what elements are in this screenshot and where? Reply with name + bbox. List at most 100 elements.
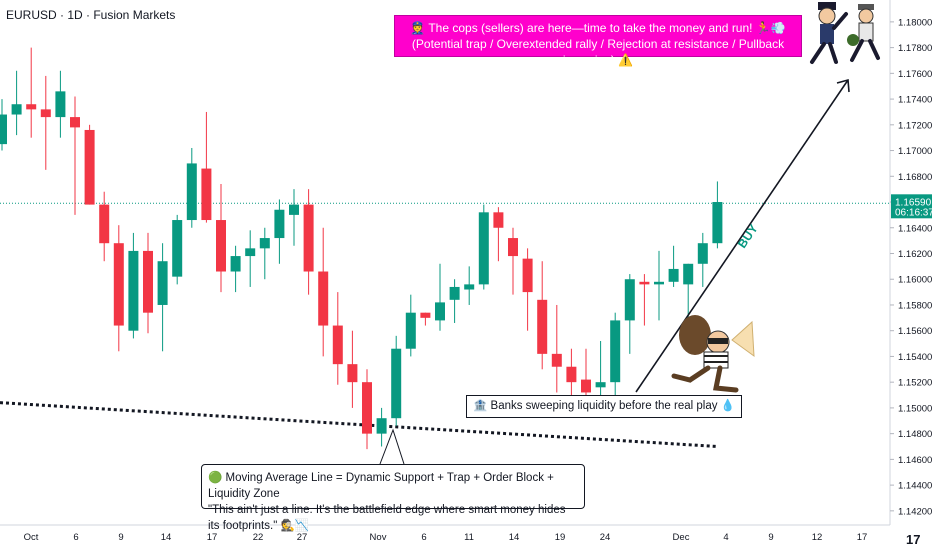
candle[interactable] [157, 243, 168, 352]
time-tick-label: 22 [253, 532, 264, 543]
tradingview-logo[interactable]: 17 [906, 532, 920, 547]
candle-body [551, 353, 562, 367]
candle[interactable] [318, 227, 329, 357]
current-price-tag [891, 194, 932, 219]
bar-countdown: 06:16:37 [895, 207, 932, 218]
time-tick-label: 14 [161, 532, 172, 543]
candle[interactable] [70, 96, 80, 215]
time-tick-label: 14 [509, 532, 520, 543]
candle-body [84, 129, 95, 205]
ma-annotation-line1: 🟢 Moving Average Line = Dynamic Support … [208, 472, 554, 500]
candle[interactable] [99, 191, 110, 262]
candle-body [508, 238, 518, 257]
candle-body [624, 279, 635, 321]
running-thief-illustration [847, 4, 880, 62]
price-tick-label: 1.16000 [898, 275, 932, 286]
candle[interactable] [595, 340, 606, 396]
cash-bag-icon [847, 34, 859, 46]
candle[interactable] [391, 335, 402, 426]
candle-body [391, 348, 402, 419]
candle-body [11, 104, 22, 115]
candle-body [318, 271, 329, 326]
candle-body [26, 104, 37, 110]
price-tick-label: 1.17600 [898, 69, 932, 80]
candle[interactable] [668, 245, 679, 287]
candle[interactable] [186, 147, 197, 228]
time-tick-label: 19 [555, 532, 566, 543]
candle[interactable] [113, 225, 124, 352]
price-tick-label: 1.15400 [898, 352, 932, 363]
candle[interactable] [464, 266, 475, 305]
candle-body [245, 248, 256, 257]
candle-body [493, 212, 504, 228]
candle[interactable] [654, 250, 664, 321]
banks-annotation: 🏦 Banks sweeping liquidity before the re… [466, 395, 742, 418]
candle[interactable] [303, 189, 314, 295]
candle[interactable] [712, 181, 723, 249]
time-tick-label: 27 [297, 532, 308, 543]
candle[interactable] [551, 304, 562, 393]
price-tick-label: 1.14400 [898, 481, 932, 492]
candle[interactable] [201, 111, 212, 223]
buy-arrow-line [635, 79, 849, 393]
price-tick-label: 1.17800 [898, 43, 932, 54]
candle[interactable] [245, 230, 256, 287]
police-officer-illustration [810, 2, 848, 64]
candle-body [157, 261, 168, 305]
candle[interactable] [522, 248, 533, 331]
price-tick-label: 1.18000 [898, 17, 932, 28]
candle[interactable] [216, 184, 226, 293]
candle[interactable] [449, 279, 460, 323]
candle[interactable] [478, 204, 489, 290]
moving-average-annotation: 🟢 Moving Average Line = Dynamic Support … [201, 464, 585, 532]
candle[interactable] [26, 47, 37, 138]
price-tick-label: 1.14800 [898, 429, 932, 440]
candle-body [420, 312, 431, 318]
time-tick-label: 24 [600, 532, 611, 543]
candle[interactable] [347, 330, 358, 408]
candle-body [712, 202, 723, 244]
candle[interactable] [639, 274, 650, 326]
candle-body [449, 286, 460, 300]
candle[interactable] [332, 292, 343, 385]
candle[interactable] [697, 232, 708, 287]
candle[interactable] [259, 227, 270, 280]
candle[interactable] [610, 312, 621, 398]
candle[interactable] [289, 189, 299, 246]
candle[interactable] [55, 70, 66, 138]
candle[interactable] [40, 75, 51, 170]
candle-body [201, 168, 212, 221]
candle[interactable] [128, 232, 139, 339]
candle[interactable] [405, 294, 416, 357]
price-tick-label: 1.14600 [898, 455, 932, 466]
candle[interactable] [143, 232, 153, 334]
candle-body [347, 364, 358, 383]
price-tick-label: 1.15600 [898, 326, 932, 337]
candle[interactable] [420, 312, 431, 326]
candle[interactable] [435, 263, 445, 331]
candle[interactable] [493, 207, 504, 262]
time-tick-label: 4 [723, 532, 728, 543]
time-tick-label: 9 [768, 532, 773, 543]
candle-body [40, 109, 51, 118]
candle-body [259, 238, 270, 249]
price-tick-label: 1.15000 [898, 403, 932, 414]
candle[interactable] [84, 124, 95, 205]
price-tick-label: 1.15800 [898, 300, 932, 311]
candle[interactable] [274, 199, 285, 264]
candle-body [654, 281, 664, 285]
time-tick-label: 17 [207, 532, 218, 543]
candle[interactable] [362, 369, 372, 450]
candle-body [303, 204, 314, 272]
candle[interactable] [508, 227, 518, 295]
candle[interactable] [537, 261, 548, 370]
candle[interactable] [11, 70, 22, 136]
candle-body [683, 263, 694, 285]
candle[interactable] [230, 245, 241, 293]
candle[interactable] [376, 407, 387, 447]
candle[interactable] [624, 274, 635, 354]
candle-body [362, 382, 372, 434]
candle[interactable] [172, 214, 183, 285]
candle[interactable] [0, 99, 7, 151]
